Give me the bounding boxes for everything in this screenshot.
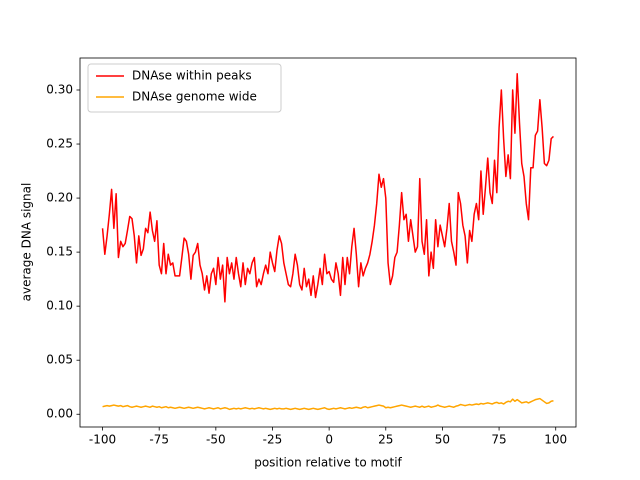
legend-label: DNAse genome wide xyxy=(132,90,257,104)
x-tick-label: 25 xyxy=(378,433,393,447)
x-tick-label: -75 xyxy=(149,433,169,447)
x-tick-label: 75 xyxy=(491,433,506,447)
y-axis-label: average DNA signal xyxy=(20,183,34,302)
plot-frame xyxy=(79,57,577,428)
data-line xyxy=(101,73,554,303)
x-tick-label: 0 xyxy=(325,433,333,447)
y-tick-label: 0.00 xyxy=(46,407,73,421)
y-tick-label: 0.20 xyxy=(46,191,73,205)
x-tick-label: 100 xyxy=(544,433,567,447)
data-line xyxy=(102,397,554,411)
legend-label: DNAse within peaks xyxy=(132,69,252,83)
y-tick-label: 0.25 xyxy=(46,137,73,151)
x-tick-label: -25 xyxy=(263,433,283,447)
x-tick-label: -50 xyxy=(206,433,226,447)
y-tick-label: 0.15 xyxy=(46,245,73,259)
y-tick-label: 0.10 xyxy=(46,299,73,313)
x-tick-label: 50 xyxy=(435,433,450,447)
x-axis-label: position relative to motif xyxy=(254,456,402,470)
y-tick-label: 0.05 xyxy=(46,353,73,367)
x-tick-label: -100 xyxy=(89,433,116,447)
y-tick-label: 0.30 xyxy=(46,82,73,96)
legend-box xyxy=(87,63,282,113)
